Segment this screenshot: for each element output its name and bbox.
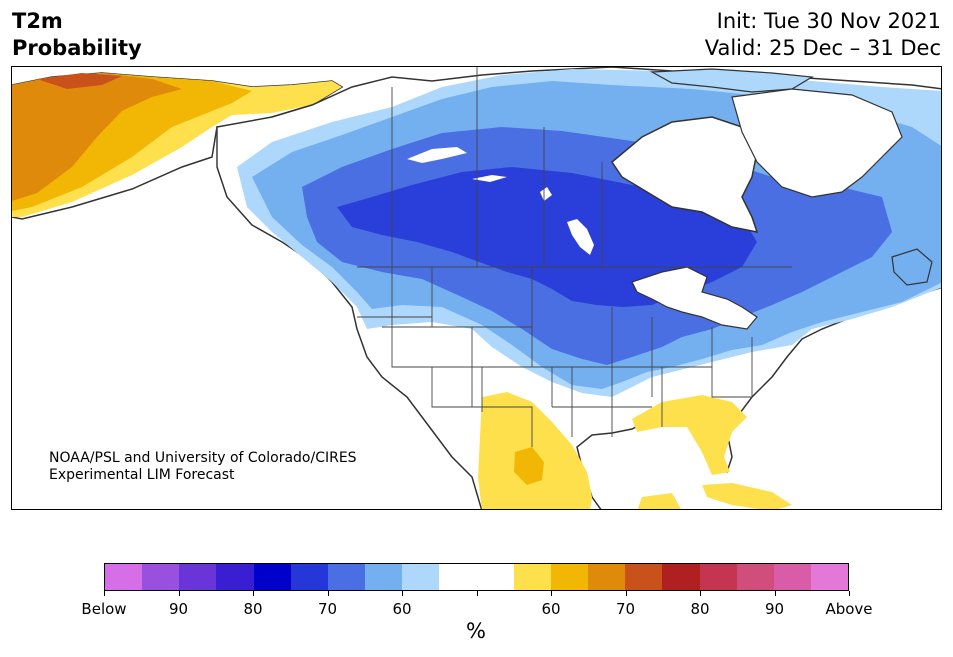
title-line-2: Probability	[12, 36, 142, 60]
above-60-mexico	[478, 392, 592, 509]
colorbar-segment	[810, 564, 849, 590]
colorbar-ticks	[104, 591, 850, 599]
map-svg	[12, 67, 941, 509]
colorbar-tick-label: 60	[541, 600, 561, 618]
newfoundland	[891, 248, 933, 286]
colorbar-segment	[179, 564, 217, 590]
colorbar-segment	[625, 564, 663, 590]
colorbar-tick-label: 90	[764, 600, 785, 618]
colorbar-tick-label: Above	[825, 600, 873, 618]
colorbar-tick	[551, 591, 552, 596]
alaska-above-80	[12, 73, 182, 201]
colorbar-segment	[699, 564, 737, 590]
title-line-1: T2m	[12, 9, 63, 33]
great-bear-lake	[472, 175, 507, 182]
hudson-bay	[611, 116, 759, 233]
colorbar-segment	[253, 564, 291, 590]
credit-line-1: NOAA/PSL and University of Colorado/CIRE…	[49, 450, 357, 466]
colorbar-segment	[773, 564, 811, 590]
lake-athabasca	[540, 187, 552, 201]
above-70-mexico	[514, 447, 544, 485]
colorbar-segment	[476, 564, 514, 590]
date-block: Init: Tue 30 Nov 2021 Valid: 25 Dec – 31…	[705, 8, 941, 62]
valid-period: Valid: 25 Dec – 31 Dec	[704, 36, 941, 60]
above-60-cuba	[702, 483, 792, 509]
init-date: Init: Tue 30 Nov 2021	[716, 9, 941, 33]
colorbar-tick	[178, 591, 180, 596]
colorbar-segment	[365, 564, 403, 590]
colorbar-segment	[736, 564, 774, 590]
colorbar-tick	[774, 591, 776, 596]
colorbar	[104, 563, 849, 591]
title-block: T2m Probability	[12, 8, 142, 62]
colorbar-tick	[104, 591, 105, 596]
colorbar-segment	[439, 564, 477, 590]
colorbar-tick	[849, 591, 850, 596]
colorbar-tick-label: 70	[615, 600, 636, 618]
colorbar-tick	[327, 591, 329, 596]
colorbar-segment	[216, 564, 254, 590]
credit-line-2: Experimental LIM Forecast	[49, 467, 235, 483]
colorbar-tick-label: 60	[392, 600, 412, 618]
colorbar-tick	[402, 591, 403, 596]
colorbar-tick	[253, 591, 254, 596]
map-panel: NOAA/PSL and University of Colorado/CIRE…	[11, 66, 942, 510]
colorbar-segment	[290, 564, 328, 590]
colorbar-segment	[105, 564, 143, 590]
great-slave-lake	[407, 147, 467, 163]
colorbar-unit: %	[466, 619, 486, 643]
colorbar-segment	[327, 564, 366, 590]
credit-text: NOAA/PSL and University of Colorado/CIRE…	[49, 450, 357, 484]
colorbar-segment	[402, 564, 440, 590]
colorbar-tick	[476, 591, 478, 596]
lake-winnipeg	[567, 219, 594, 255]
colorbar-segment	[588, 564, 626, 590]
political-borders	[216, 67, 792, 447]
great-lakes	[631, 266, 758, 330]
alaska-above-90	[37, 73, 122, 89]
colorbar-segment	[513, 564, 551, 590]
colorbar-tick-label: 80	[690, 600, 710, 618]
greenland-edge	[731, 88, 903, 198]
colorbar-tick	[625, 591, 627, 596]
colorbar-tick-label: Below	[81, 600, 127, 618]
colorbar-tick-label: 70	[317, 600, 338, 618]
above-60-yucatan	[637, 493, 681, 509]
colorbar-tick	[700, 591, 701, 596]
below-90-region	[337, 167, 757, 307]
above-60-southeast	[632, 395, 747, 475]
colorbar-segment	[662, 564, 700, 590]
colorbar-tick-label: 90	[168, 600, 189, 618]
colorbar-segment	[142, 564, 180, 590]
colorbar-segment	[550, 564, 589, 590]
colorbar-tick-label: 80	[243, 600, 263, 618]
